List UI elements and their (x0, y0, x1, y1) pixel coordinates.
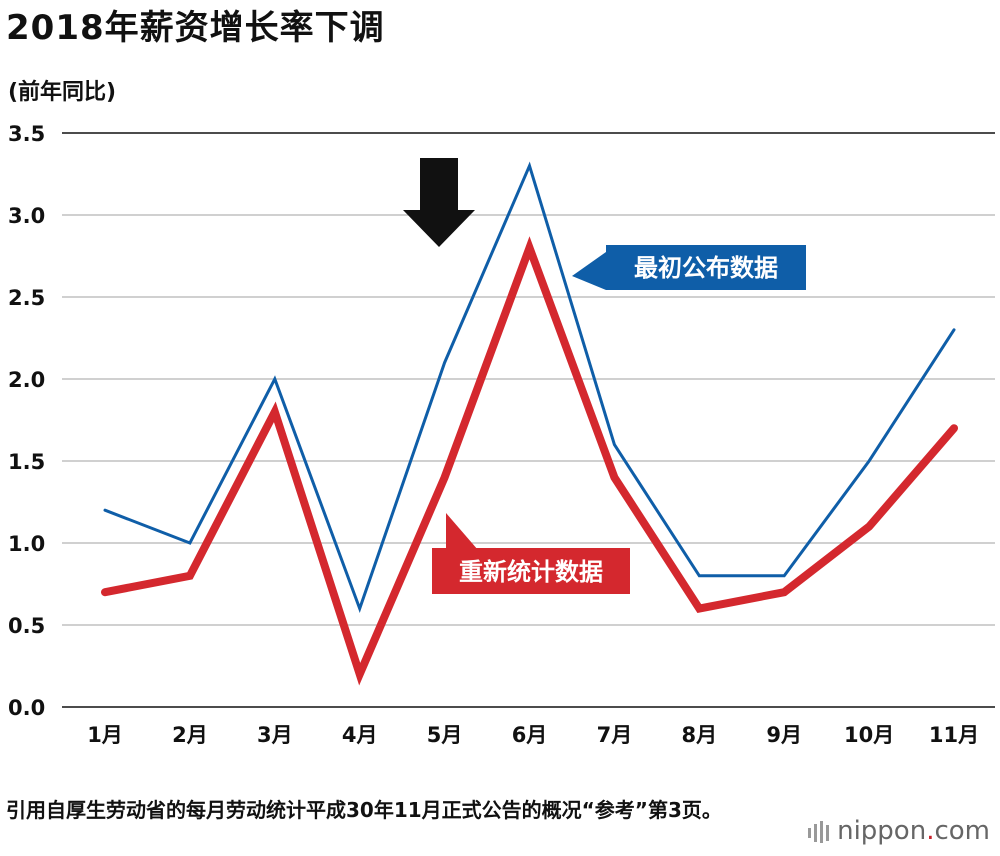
label-original: 最初公布数据 (572, 245, 806, 290)
brand-logo: nippon.com (807, 816, 990, 846)
series-line-revised (101, 236, 958, 686)
x-tick-labels: 1月 2月 3月 4月 5月 6月 7月 8月 9月 10月 11月 (87, 723, 979, 747)
x-tick-label: 1月 (87, 723, 123, 747)
y-tick-label: 0.0 (8, 696, 45, 720)
series-line-original (103, 161, 956, 614)
x-tick-label: 10月 (844, 723, 894, 747)
chart-title: 2018年薪资增长率下调 (6, 8, 385, 48)
x-tick-label: 11月 (929, 723, 979, 747)
brand-name: nippon (837, 816, 927, 846)
label-original-pointer (572, 252, 606, 290)
brand-dot: . (926, 816, 935, 846)
x-tick-label: 9月 (766, 723, 802, 747)
y-tick-label: 1.5 (8, 450, 45, 474)
x-tick-label: 2月 (172, 723, 208, 747)
line-chart: 0.0 0.5 1.0 1.5 2.0 2.5 3.0 3.5 1月 2月 3月 4月 5月 6月 7月 8… (8, 122, 995, 747)
x-tick-label: 8月 (681, 723, 717, 747)
y-tick-labels: 0.0 0.5 1.0 1.5 2.0 2.5 3.0 3.5 (8, 122, 45, 720)
label-original-box (606, 245, 806, 290)
series-lines (101, 161, 958, 686)
source-footnote: 引用自厚生劳动省的每月劳动统计平成30年11月正式公告的概况“参考”第3页。 (6, 798, 722, 822)
y-tick-label: 2.0 (8, 368, 45, 392)
label-revised-box (432, 548, 630, 594)
y-tick-label: 3.0 (8, 204, 45, 228)
x-tick-label: 7月 (597, 723, 633, 747)
x-tick-label: 5月 (427, 723, 463, 747)
y-tick-label: 3.5 (8, 122, 45, 146)
x-tick-label: 6月 (512, 723, 548, 747)
label-revised: 重新统计数据 (432, 513, 630, 594)
brand-tld: com (934, 816, 990, 846)
y-tick-label: 0.5 (8, 614, 45, 638)
down-arrow-icon (403, 158, 475, 247)
grid-lines (62, 132, 995, 708)
y-tick-label: 1.0 (8, 532, 45, 556)
label-revised-pointer (446, 513, 478, 550)
x-tick-label: 3月 (257, 723, 293, 747)
label-original-text: 最初公布数据 (634, 254, 778, 282)
y-tick-label: 2.5 (8, 286, 45, 310)
x-tick-label: 4月 (342, 723, 378, 747)
brand-bars-icon (808, 820, 830, 843)
label-revised-text: 重新统计数据 (459, 558, 603, 586)
y-axis-unit-label: (前年同比) (8, 80, 117, 105)
